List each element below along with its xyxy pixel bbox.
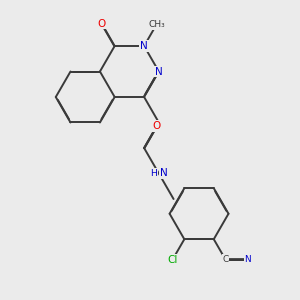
Text: N: N: [155, 67, 163, 76]
Text: H: H: [150, 169, 157, 178]
Text: CH₃: CH₃: [148, 20, 165, 29]
Text: N: N: [160, 169, 168, 178]
Text: O: O: [98, 19, 106, 28]
Text: C: C: [222, 255, 229, 264]
Text: N: N: [244, 255, 251, 264]
Text: Cl: Cl: [167, 255, 178, 265]
Text: O: O: [152, 121, 161, 131]
Text: N: N: [140, 41, 148, 51]
